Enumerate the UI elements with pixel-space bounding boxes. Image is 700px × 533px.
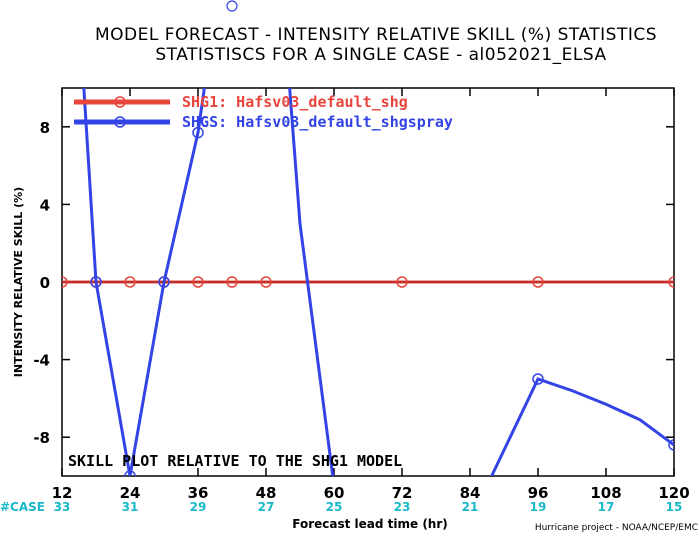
series-line-shgs (489, 377, 674, 476)
shg1-point (668, 276, 674, 288)
x-tick-label: 36 (188, 484, 209, 502)
y-tick-label: -8 (33, 429, 50, 447)
shgs-point (90, 276, 102, 288)
x-tick-label: 96 (528, 484, 549, 502)
case-count: 27 (258, 500, 275, 514)
x-tick-label: 48 (256, 484, 277, 502)
x-tick-label: 60 (324, 484, 345, 502)
case-count: 31 (122, 500, 139, 514)
case-count: 19 (530, 500, 547, 514)
plot-area (62, 88, 674, 476)
x-tick-label: 84 (460, 484, 481, 502)
legend: SHG1: Hafsv03_default_shg SHGS: Hafsv03_… (74, 93, 453, 131)
credit-text: Hurricane project - NOAA/NCEP/EMC (535, 523, 698, 533)
x-axis-label: Forecast lead time (hr) (292, 517, 448, 531)
shg1-point (532, 276, 544, 288)
shgs-point (124, 470, 136, 476)
shg1-point (62, 276, 68, 288)
shgs-point (192, 126, 204, 139)
case-label: #CASE (0, 500, 45, 514)
x-axis-ticks: 12 24 36 48 60 72 84 96 108 120 (52, 88, 690, 502)
x-tick-label: 12 (52, 484, 73, 502)
y-axis-ticks: 8 4 0 -4 -8 (33, 119, 674, 447)
case-count: 15 (666, 500, 683, 514)
legend-label-shgs: SHGS: Hafsv03_default_shgspray (182, 113, 453, 131)
legend-marker-shgs (114, 116, 126, 128)
x-tick-label: 72 (392, 484, 413, 502)
case-counts: 33 31 29 27 25 23 21 19 17 15 (54, 500, 683, 514)
case-count: 33 (54, 500, 71, 514)
case-count: 23 (394, 500, 411, 514)
shgs-point (158, 276, 170, 288)
legend-marker-shg1 (114, 96, 126, 108)
shg1-point (396, 276, 408, 288)
series-line-shgs (288, 88, 335, 476)
x-tick-label: 24 (120, 484, 141, 502)
shg1-point (226, 276, 238, 288)
case-count: 21 (462, 500, 479, 514)
shgs-offscale-point (226, 0, 238, 12)
x-tick-label: 108 (590, 484, 621, 502)
shgs-point (532, 373, 544, 385)
y-axis-label: INTENSITY RELATIVE SKILL (%) (12, 187, 25, 377)
y-tick-label: 8 (40, 119, 50, 137)
case-count: 29 (190, 500, 207, 514)
chart-title: MODEL FORECAST - INTENSITY RELATIVE SKIL… (95, 25, 657, 45)
series-line-shgs (82, 88, 206, 476)
y-tick-label: 0 (40, 274, 50, 292)
shg1-point (192, 276, 204, 288)
offscale-markers (226, 0, 238, 12)
shg1-point (124, 276, 136, 288)
case-count: 17 (598, 500, 615, 514)
chart-subtitle: STATISTISCS FOR A SINGLE CASE - al052021… (155, 45, 606, 65)
y-tick-label: -4 (33, 352, 50, 370)
shgs-point (668, 439, 674, 451)
skill-annotation: SKILL PLOT RELATIVE TO THE SHG1 MODEL (68, 452, 402, 470)
legend-label-shg1: SHG1: Hafsv03_default_shg (182, 93, 408, 111)
x-tick-label: 120 (658, 484, 689, 502)
case-count: 25 (326, 500, 343, 514)
y-tick-label: 4 (40, 196, 50, 214)
shg1-point (260, 276, 272, 288)
